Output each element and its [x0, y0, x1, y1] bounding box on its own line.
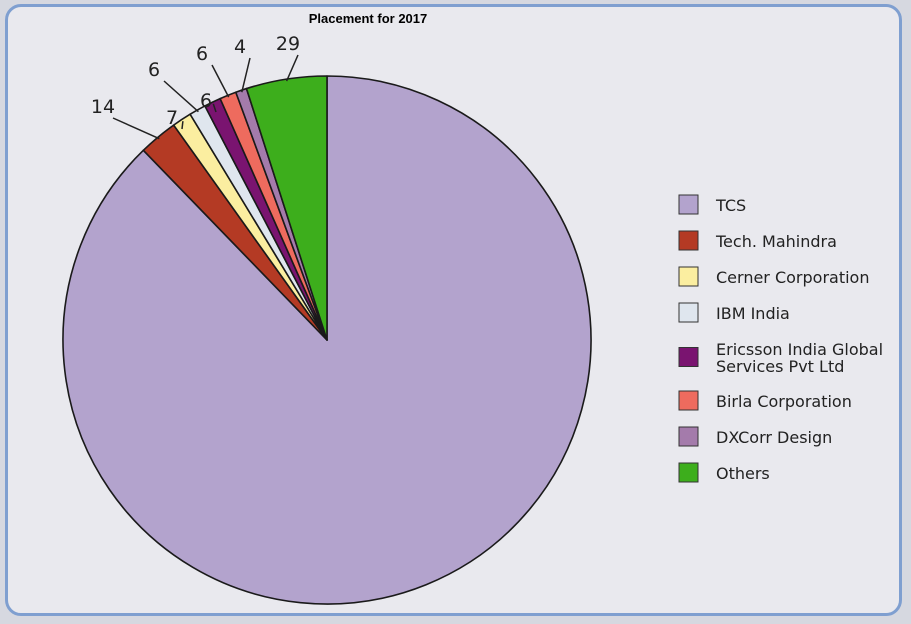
- data-label: 6: [200, 90, 212, 112]
- leader-lines: [112, 54, 299, 140]
- pie-slice-others: [245, 75, 328, 341]
- leader-line: [211, 64, 230, 98]
- legend-swatch: [678, 266, 699, 287]
- legend-label: DXCorr Design: [716, 428, 832, 447]
- data-label: 6: [148, 59, 160, 81]
- legend-swatch: [678, 347, 699, 367]
- legend-swatch: [678, 302, 699, 323]
- pie-slices: [62, 75, 592, 605]
- leader-line: [285, 54, 299, 82]
- legend-label: Cerner Corporation: [716, 268, 869, 287]
- data-label: 6: [196, 43, 208, 65]
- data-label: 14: [91, 96, 115, 118]
- leader-line: [112, 117, 160, 140]
- leader-line: [163, 80, 199, 113]
- data-label: 29: [276, 33, 300, 55]
- data-label: 4: [234, 36, 246, 58]
- legend-swatch: [678, 462, 699, 483]
- legend-label: Tech. Mahindra: [715, 232, 837, 251]
- legend-swatch: [678, 426, 699, 447]
- legend-label: TCS: [715, 196, 746, 215]
- legend-label: Birla Corporation: [716, 392, 852, 411]
- legend-swatch: [678, 230, 699, 251]
- legend-swatch: [678, 390, 699, 411]
- legend: TCS Tech. Mahindra Cerner Corporation IBM I…: [678, 194, 883, 483]
- legend-swatch: [678, 194, 699, 215]
- data-label: 7: [166, 107, 178, 129]
- legend-label: Others: [716, 464, 770, 483]
- leader-line: [181, 121, 184, 130]
- leader-line: [212, 103, 217, 113]
- chart-title: Placement for 2017: [309, 11, 428, 26]
- legend-label: IBM India: [716, 304, 790, 323]
- legend-label: Ericsson India Global Services Pvt Ltd: [716, 340, 883, 376]
- leader-line: [241, 57, 251, 93]
